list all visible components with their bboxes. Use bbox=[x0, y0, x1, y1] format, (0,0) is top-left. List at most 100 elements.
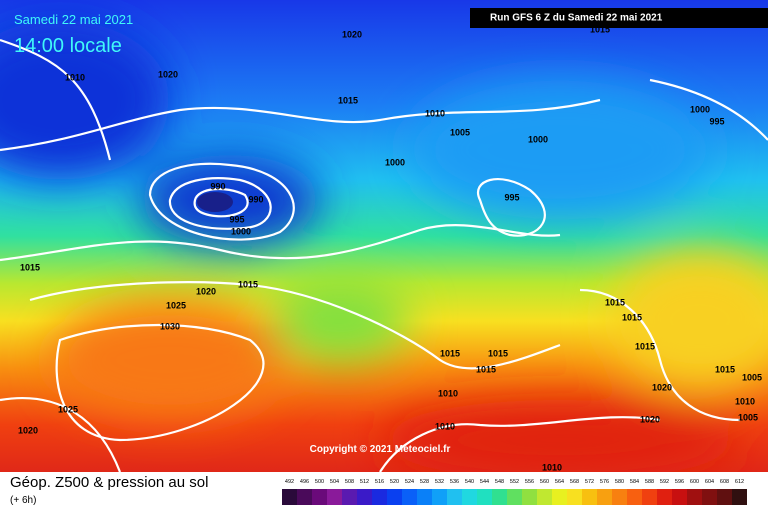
run-banner bbox=[470, 8, 768, 28]
legend-swatch bbox=[462, 489, 477, 505]
legend-tick-label: 552 bbox=[510, 479, 519, 485]
legend-tick-label: 512 bbox=[360, 479, 369, 485]
legend-tick-label: 520 bbox=[390, 479, 399, 485]
isobar-label: 1015 bbox=[622, 312, 642, 322]
legend-tick-label: 592 bbox=[660, 479, 669, 485]
date: Samedi 22 mai 2021 bbox=[14, 12, 133, 27]
isobar-label: 1000 bbox=[528, 134, 548, 144]
legend-swatch bbox=[687, 489, 702, 505]
legend-swatch bbox=[702, 489, 717, 505]
legend-tick-label: 516 bbox=[375, 479, 384, 485]
legend-swatch bbox=[717, 489, 732, 505]
legend-swatch bbox=[372, 489, 387, 505]
legend-swatch bbox=[567, 489, 582, 505]
legend-swatch bbox=[507, 489, 522, 505]
isobar-label: 1015 bbox=[715, 364, 735, 374]
footer-subtitle: (+ 6h) bbox=[10, 495, 36, 506]
legend-tick-label: 540 bbox=[465, 479, 474, 485]
legend-tick-label: 588 bbox=[645, 479, 654, 485]
isobar-label: 1000 bbox=[385, 157, 405, 167]
legend-tick-label: 556 bbox=[525, 479, 534, 485]
footer-title: Géop. Z500 & pression au sol bbox=[10, 474, 208, 491]
legend-swatch bbox=[312, 489, 327, 505]
isobar-label: 1020 bbox=[652, 382, 672, 392]
isobar-label: 1015 bbox=[440, 348, 460, 358]
legend-swatch bbox=[597, 489, 612, 505]
isobar-label: 1010 bbox=[438, 388, 458, 398]
isobar-label: 1020 bbox=[640, 414, 660, 424]
isobar-label: 1010 bbox=[735, 396, 755, 406]
copyright: Copyright © 2021 Meteociel.fr bbox=[310, 444, 451, 455]
isobar-label: 1015 bbox=[590, 24, 610, 34]
legend-swatch bbox=[612, 489, 627, 505]
legend-swatch bbox=[492, 489, 507, 505]
isobar-label: 1010 bbox=[542, 462, 562, 472]
run-info: Run GFS 6 Z du Samedi 22 mai 2021 bbox=[490, 13, 663, 24]
legend-swatch bbox=[327, 489, 342, 505]
legend-tick-label: 576 bbox=[600, 479, 609, 485]
legend-swatch bbox=[582, 489, 597, 505]
legend-swatch bbox=[432, 489, 447, 505]
legend-swatch bbox=[552, 489, 567, 505]
isobar-label: 1015 bbox=[635, 341, 655, 351]
isobar-label: 995 bbox=[504, 192, 519, 202]
isobar-label: 1020 bbox=[158, 69, 178, 79]
isobar-label: 1010 bbox=[425, 108, 445, 118]
legend-swatch bbox=[732, 489, 747, 505]
legend-tick-label: 500 bbox=[315, 479, 324, 485]
isobar-label: 1000 bbox=[690, 104, 710, 114]
legend-swatch bbox=[672, 489, 687, 505]
isobar-label: 1025 bbox=[166, 300, 186, 310]
legend-swatch bbox=[537, 489, 552, 505]
isobar-label: 1025 bbox=[58, 404, 78, 414]
time: 14:00 locale bbox=[14, 35, 122, 57]
isobar-label: 1015 bbox=[238, 279, 258, 289]
legend-swatch bbox=[627, 489, 642, 505]
isobar-labels: 1020 1015 1010 1020 1015 1010 1005 1000 995 1000 1… bbox=[18, 24, 762, 472]
isobar-label: 990 bbox=[248, 194, 263, 204]
isobar-label: 1000 bbox=[231, 226, 251, 236]
legend-tick-label: 612 bbox=[735, 479, 744, 485]
legend-tick-label: 496 bbox=[300, 479, 309, 485]
legend-tick-label: 508 bbox=[345, 479, 354, 485]
isobar-label: 1020 bbox=[196, 286, 216, 296]
legend-tick-label: 532 bbox=[435, 479, 444, 485]
legend-tick-label: 536 bbox=[450, 479, 459, 485]
map-background bbox=[0, 0, 768, 480]
isobar-label: 1015 bbox=[488, 348, 508, 358]
legend-swatch bbox=[357, 489, 372, 505]
isobar-label: 1015 bbox=[605, 297, 625, 307]
legend-tick-label: 596 bbox=[675, 479, 684, 485]
isobar-label: 1020 bbox=[18, 425, 38, 435]
legend-swatch bbox=[402, 489, 417, 505]
legend-tick-label: 560 bbox=[540, 479, 549, 485]
isobar-label: 1015 bbox=[338, 95, 358, 105]
legend-tick-label: 528 bbox=[420, 479, 429, 485]
legend-tick-label: 524 bbox=[405, 479, 414, 485]
legend-tick-label: 580 bbox=[615, 479, 624, 485]
legend-tick-label: 600 bbox=[690, 479, 699, 485]
legend-tick-label: 548 bbox=[495, 479, 504, 485]
isobar-label: 990 bbox=[210, 181, 225, 191]
isobar-label: 1015 bbox=[476, 364, 496, 374]
isobar-label: 1010 bbox=[435, 421, 455, 431]
legend-swatch bbox=[387, 489, 402, 505]
color-legend: 492 496 500 504 508 512 516 520 524 528 532 536 540 5… bbox=[282, 479, 747, 505]
legend-swatch bbox=[282, 489, 297, 505]
isobar-label: 1005 bbox=[742, 372, 762, 382]
legend-tick-label: 504 bbox=[330, 479, 339, 485]
legend-tick-label: 604 bbox=[705, 479, 714, 485]
isobar-label: 995 bbox=[709, 116, 724, 126]
isobar-label: 1020 bbox=[342, 29, 362, 39]
legend-swatch bbox=[522, 489, 537, 505]
isobar-label: 1005 bbox=[450, 127, 470, 137]
legend-tick-label: 544 bbox=[480, 479, 489, 485]
legend-tick-label: 572 bbox=[585, 479, 594, 485]
legend-swatch bbox=[297, 489, 312, 505]
isobar-label: 1005 bbox=[738, 412, 758, 422]
legend-tick-label: 608 bbox=[720, 479, 729, 485]
legend-swatch bbox=[447, 489, 462, 505]
legend-swatch bbox=[417, 489, 432, 505]
legend-swatch bbox=[477, 489, 492, 505]
